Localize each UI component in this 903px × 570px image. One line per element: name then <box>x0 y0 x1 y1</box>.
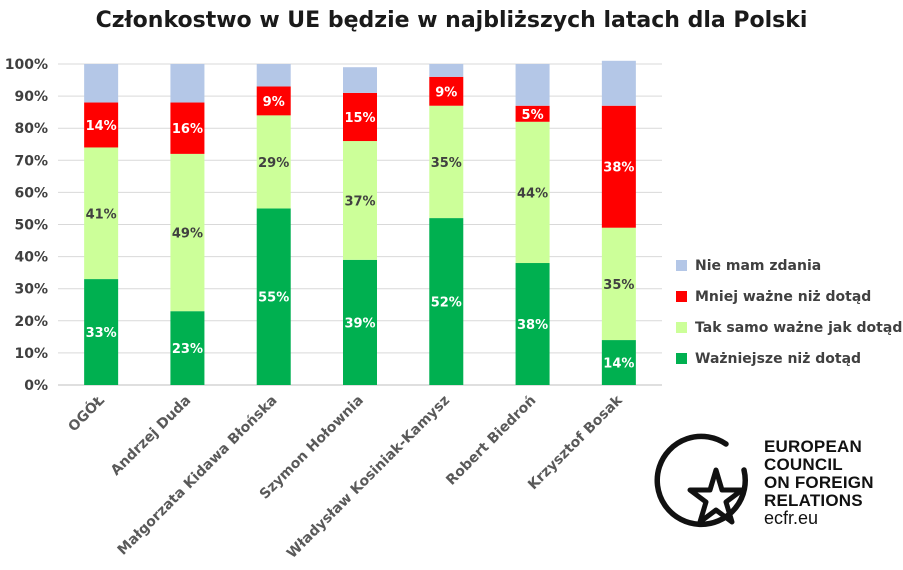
bar-segment <box>429 105 464 219</box>
bar-segment <box>601 340 636 385</box>
legend-item-no-opinion: Nie mam zdania <box>676 250 902 281</box>
y-tick-label: 10% <box>14 346 48 362</box>
chart-title: Członkostwo w UE będzie w najbliższych l… <box>95 8 808 33</box>
logo-line: ON FOREIGN <box>764 473 874 492</box>
bar-segment <box>343 67 377 93</box>
y-tick-label: 90% <box>14 89 48 105</box>
x-tick-label: Andrzej Duda <box>108 393 194 479</box>
x-tick-label: Władysław Kosiniak-Kamysz <box>284 393 453 562</box>
y-tick-label: 50% <box>14 218 48 234</box>
logo-name: EUROPEAN COUNCIL ON FOREIGN RELATIONS <box>764 438 874 510</box>
y-tick-label: 60% <box>14 185 48 201</box>
logo-line: COUNCIL <box>764 455 843 474</box>
bar-segment <box>429 218 464 385</box>
legend-item-equally-important: Tak samo ważne jak dotąd <box>676 312 902 343</box>
bar-segment <box>343 259 377 385</box>
bar-segment <box>601 105 636 228</box>
bar-segment <box>601 227 636 341</box>
x-tick-label: OGÓŁ <box>64 391 108 435</box>
bar-segment <box>170 153 205 312</box>
data-label: 37% <box>344 194 375 209</box>
x-tick-label: Krzysztof Bosak <box>525 392 626 493</box>
legend-label: Mniej ważne niż dotąd <box>695 288 872 305</box>
data-label: 38% <box>603 161 634 176</box>
legend-label: Nie mam zdania <box>695 257 822 274</box>
legend-item-more-important: Ważniejsze niż dotąd <box>676 343 902 374</box>
bar-segment <box>84 279 119 385</box>
y-tick-label: 80% <box>14 121 48 137</box>
legend-swatch <box>676 260 687 271</box>
bar-segment <box>170 102 205 154</box>
y-tick-label: 100% <box>5 57 48 73</box>
bar-segment <box>515 263 550 385</box>
data-label: 52% <box>431 296 462 311</box>
y-tick-label: 20% <box>14 314 48 330</box>
data-label: 9% <box>263 95 285 110</box>
data-label: 15% <box>344 111 375 126</box>
data-label: 49% <box>172 227 203 242</box>
bar-segment <box>170 311 205 385</box>
legend-swatch <box>676 322 687 333</box>
logo-line: RELATIONS <box>764 491 863 510</box>
logo-line: EUROPEAN <box>764 437 862 456</box>
bar-segment <box>84 64 119 103</box>
legend-label: Tak samo ważne jak dotąd <box>695 319 903 336</box>
legend-swatch <box>676 291 687 302</box>
bar-segment <box>256 64 291 87</box>
star-circle-icon <box>654 433 748 528</box>
data-label: 38% <box>517 318 548 333</box>
data-label: 35% <box>603 278 634 293</box>
bar-segment <box>515 105 550 122</box>
bar-segment <box>429 64 464 77</box>
bar-segment <box>170 64 205 103</box>
bar-segment <box>343 92 377 142</box>
data-label: 16% <box>172 122 203 137</box>
data-label: 14% <box>603 357 634 372</box>
data-label: 55% <box>258 291 289 306</box>
bar-segment <box>343 141 377 260</box>
data-label: 35% <box>431 156 462 171</box>
data-label: 44% <box>517 186 548 201</box>
data-label: 23% <box>172 342 203 357</box>
data-label: 29% <box>258 156 289 171</box>
data-label: 14% <box>86 119 117 134</box>
ecfr-logo: EUROPEAN COUNCIL ON FOREIGN RELATIONS ec… <box>654 430 894 530</box>
bar-segment <box>515 121 550 264</box>
data-label: 9% <box>435 85 457 100</box>
bar-segment <box>429 76 464 106</box>
y-tick-label: 30% <box>14 282 48 298</box>
data-label: 33% <box>86 326 117 341</box>
y-tick-label: 0% <box>24 378 48 394</box>
data-label: 39% <box>344 316 375 331</box>
bar-segment <box>84 147 119 280</box>
bar-segment <box>256 86 291 116</box>
legend-swatch <box>676 353 687 364</box>
legend: Nie mam zdania Mniej ważne niż dotąd Tak… <box>676 250 902 374</box>
legend-item-less-important: Mniej ważne niż dotąd <box>676 281 902 312</box>
bar-segment <box>256 115 291 209</box>
y-tick-label: 40% <box>14 250 48 266</box>
x-tick-label: Robert Biedroń <box>443 393 539 489</box>
x-tick-label: Małgorzata Kidawa Błońska <box>115 393 281 559</box>
data-label: 41% <box>86 207 117 222</box>
data-label: 5% <box>522 108 544 123</box>
bar-segment <box>515 64 550 106</box>
y-tick-label: 70% <box>14 153 48 169</box>
logo-url: ecfr.eu <box>764 508 819 528</box>
bar-segment <box>256 208 291 385</box>
bar-segment <box>84 102 119 148</box>
legend-label: Ważniejsze niż dotąd <box>695 350 862 367</box>
bar-segment <box>601 60 636 106</box>
